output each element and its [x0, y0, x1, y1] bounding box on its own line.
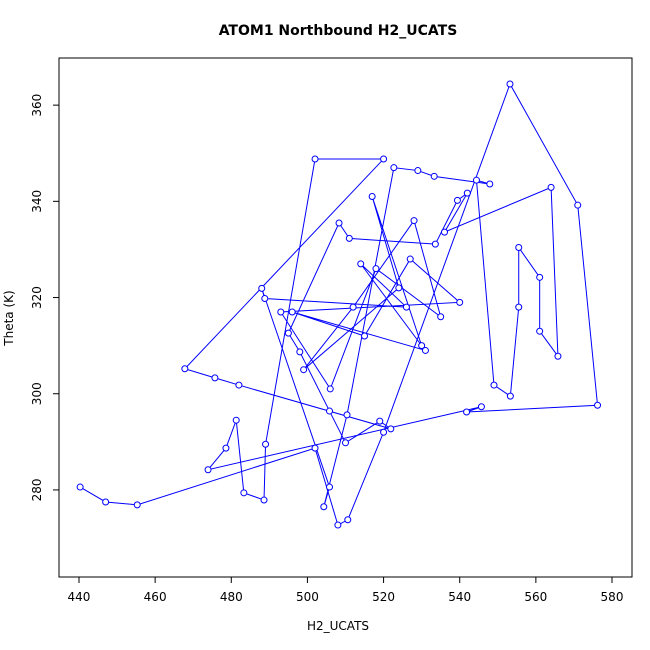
x-tick-label: 440 [68, 590, 91, 604]
point [437, 313, 445, 321]
x-tick-label: 560 [524, 590, 547, 604]
point [594, 401, 602, 409]
point [343, 411, 351, 419]
point [536, 273, 544, 281]
point [335, 219, 343, 227]
point [288, 308, 296, 316]
point [506, 392, 514, 400]
x-axis-label: H2_UCATS [307, 619, 369, 633]
point [277, 308, 285, 316]
point [463, 408, 471, 416]
point [453, 196, 461, 204]
point [440, 228, 448, 236]
point [574, 201, 582, 209]
point [515, 303, 523, 311]
point [262, 440, 270, 448]
point [554, 352, 562, 360]
point [515, 244, 523, 252]
y-tick-label: 340 [30, 190, 44, 213]
point [490, 381, 498, 389]
point [311, 444, 319, 452]
point [102, 498, 110, 506]
x-tick-label: 480 [220, 590, 243, 604]
series-line [79, 82, 599, 526]
point [431, 240, 439, 248]
point [300, 366, 308, 374]
point [211, 374, 219, 382]
point [414, 167, 422, 175]
point [296, 348, 304, 356]
point [368, 193, 376, 201]
point [380, 155, 388, 163]
point [390, 164, 398, 172]
x-tick-label: 540 [448, 590, 471, 604]
point [326, 385, 334, 393]
point [536, 327, 544, 335]
point [472, 176, 480, 184]
point [284, 329, 292, 337]
point [421, 346, 429, 354]
point [456, 298, 464, 306]
point [376, 417, 384, 425]
point [402, 303, 410, 311]
point [326, 407, 334, 415]
y-tick-label: 360 [30, 94, 44, 117]
point [261, 295, 269, 303]
y-tick-label: 320 [30, 286, 44, 309]
x-tick-label: 520 [372, 590, 395, 604]
point [326, 483, 334, 491]
point [345, 234, 353, 242]
point [430, 172, 438, 180]
y-axis-label: Theta (K) [2, 290, 16, 346]
point [260, 496, 268, 504]
x-tick-label: 500 [296, 590, 319, 604]
x-tick-label: 460 [144, 590, 167, 604]
point [258, 284, 266, 292]
y-tick-label: 280 [30, 478, 44, 501]
point [410, 217, 418, 225]
point [387, 425, 395, 433]
point [477, 403, 485, 411]
point [357, 260, 365, 268]
point [311, 155, 319, 163]
point [334, 521, 342, 529]
point [133, 501, 141, 509]
point [506, 80, 514, 88]
point [204, 466, 212, 474]
point [380, 428, 388, 436]
point [486, 180, 494, 188]
point [406, 255, 414, 263]
point [418, 342, 426, 350]
point [349, 303, 357, 311]
point [76, 483, 84, 491]
chart-title: ATOM1 Northbound H2_UCATS [219, 23, 458, 39]
point [372, 265, 380, 273]
point [361, 332, 369, 340]
point [232, 416, 240, 424]
point [344, 516, 352, 524]
point [235, 381, 243, 389]
plot-frame [58, 57, 633, 578]
point [463, 189, 471, 197]
point [181, 365, 189, 373]
point [342, 439, 349, 447]
y-tick-label: 300 [30, 382, 44, 405]
point [547, 183, 555, 191]
point [395, 284, 403, 292]
x-tick-label: 580 [601, 590, 624, 604]
point [320, 503, 328, 511]
point [240, 489, 248, 497]
point [222, 444, 230, 452]
